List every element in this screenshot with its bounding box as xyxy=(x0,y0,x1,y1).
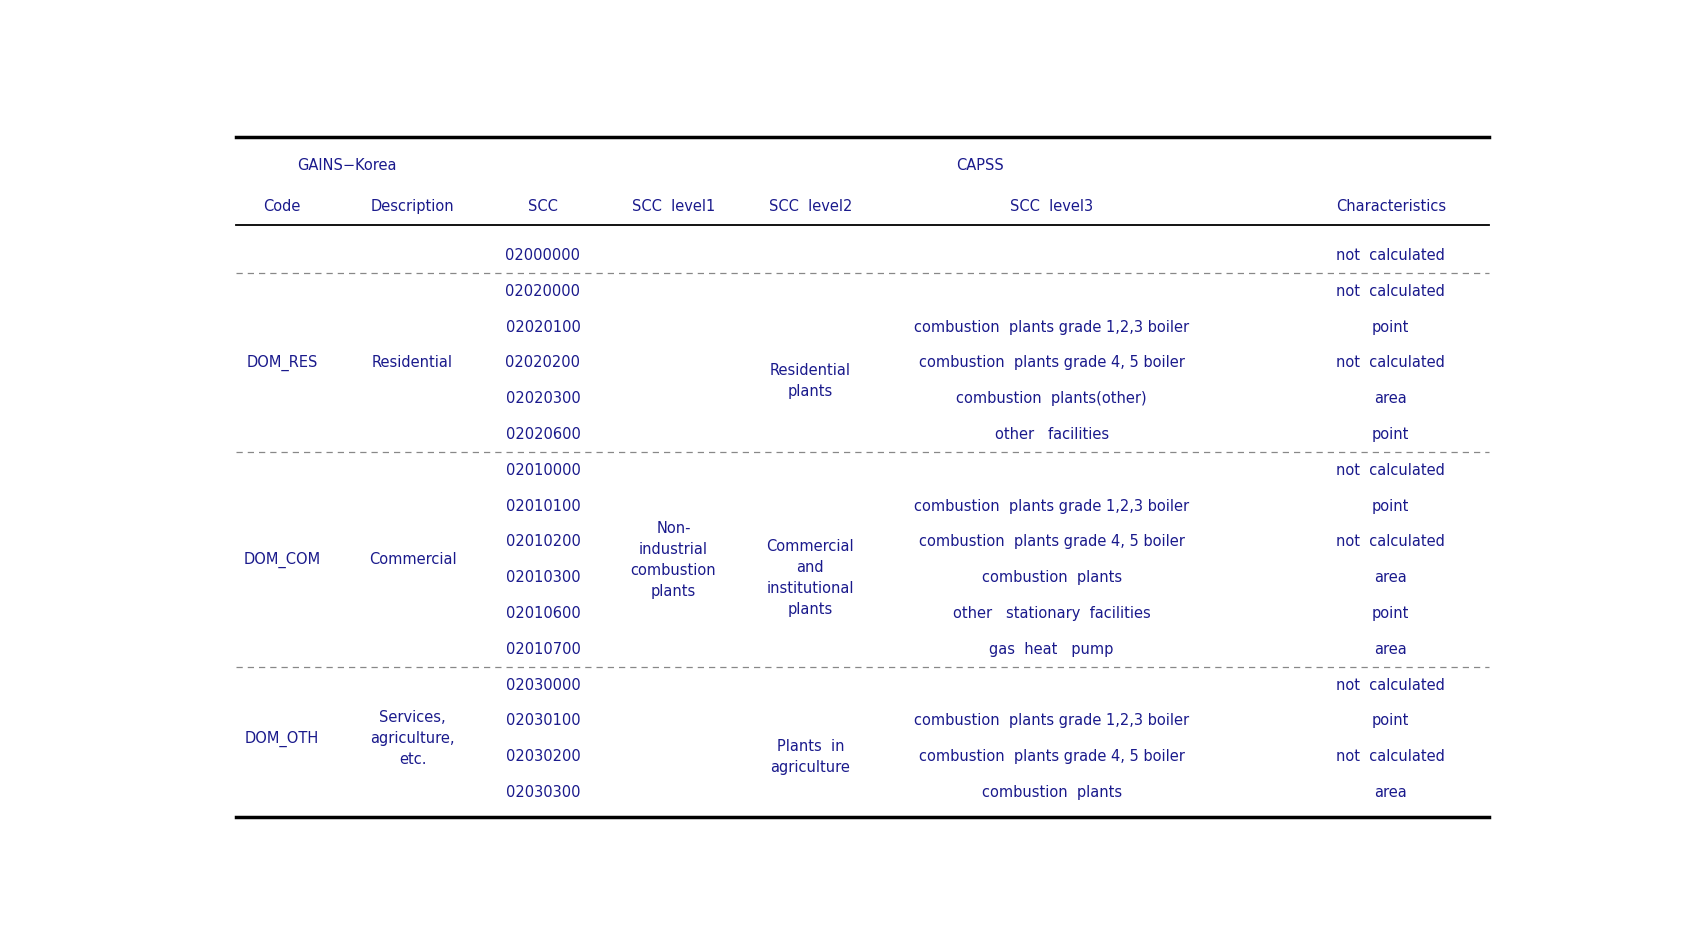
Text: point: point xyxy=(1371,714,1408,729)
Text: DOM_COM: DOM_COM xyxy=(244,551,321,568)
Text: SCC  level1: SCC level1 xyxy=(631,200,715,215)
Text: combustion  plants: combustion plants xyxy=(981,570,1122,585)
Text: Services,
agriculture,
etc.: Services, agriculture, etc. xyxy=(370,710,454,767)
Text: GAINS−Korea: GAINS−Korea xyxy=(298,159,397,174)
Text: Commercial
and
institutional
plants: Commercial and institutional plants xyxy=(765,538,854,617)
Text: 02020000: 02020000 xyxy=(505,284,580,299)
Text: combustion  plants grade 1,2,3 boiler: combustion plants grade 1,2,3 boiler xyxy=(913,320,1189,335)
Text: combustion  plants grade 1,2,3 boiler: combustion plants grade 1,2,3 boiler xyxy=(913,714,1189,729)
Text: 02020100: 02020100 xyxy=(505,320,580,335)
Text: 02030300: 02030300 xyxy=(505,785,580,800)
Text: combustion  plants(other): combustion plants(other) xyxy=(955,391,1147,406)
Text: area: area xyxy=(1374,570,1406,585)
Text: combustion  plants grade 4, 5 boiler: combustion plants grade 4, 5 boiler xyxy=(918,535,1184,550)
Text: combustion  plants grade 4, 5 boiler: combustion plants grade 4, 5 boiler xyxy=(918,749,1184,764)
Text: 02010100: 02010100 xyxy=(505,498,580,513)
Text: SCC: SCC xyxy=(528,200,558,215)
Text: DOM_RES: DOM_RES xyxy=(246,355,318,371)
Text: point: point xyxy=(1371,498,1408,513)
Text: point: point xyxy=(1371,320,1408,335)
Text: other   facilities: other facilities xyxy=(994,427,1108,442)
Text: Code: Code xyxy=(264,200,301,215)
Text: not  calculated: not calculated xyxy=(1336,463,1445,478)
Text: point: point xyxy=(1371,606,1408,621)
Text: Commercial: Commercial xyxy=(368,552,456,567)
Text: 02020200: 02020200 xyxy=(505,355,580,370)
Text: not  calculated: not calculated xyxy=(1336,284,1445,299)
Text: 02010000: 02010000 xyxy=(505,463,580,478)
Text: 02010600: 02010600 xyxy=(505,606,580,621)
Text: 02010700: 02010700 xyxy=(505,642,580,657)
Text: SCC  level2: SCC level2 xyxy=(769,200,851,215)
Text: combustion  plants: combustion plants xyxy=(981,785,1122,800)
Text: DOM_OTH: DOM_OTH xyxy=(246,731,320,746)
Text: 02020300: 02020300 xyxy=(505,391,580,406)
Text: not  calculated: not calculated xyxy=(1336,749,1445,764)
Text: Characteristics: Characteristics xyxy=(1336,200,1445,215)
Text: 02030000: 02030000 xyxy=(505,677,580,692)
Text: 02010300: 02010300 xyxy=(505,570,580,585)
Text: combustion  plants grade 1,2,3 boiler: combustion plants grade 1,2,3 boiler xyxy=(913,498,1189,513)
Text: Description: Description xyxy=(370,200,454,215)
Text: area: area xyxy=(1374,785,1406,800)
Text: Non-
industrial
combustion
plants: Non- industrial combustion plants xyxy=(631,521,717,599)
Text: combustion  plants grade 4, 5 boiler: combustion plants grade 4, 5 boiler xyxy=(918,355,1184,370)
Text: area: area xyxy=(1374,642,1406,657)
Text: not  calculated: not calculated xyxy=(1336,677,1445,692)
Text: not  calculated: not calculated xyxy=(1336,248,1445,263)
Text: not  calculated: not calculated xyxy=(1336,535,1445,550)
Text: gas  heat   pump: gas heat pump xyxy=(989,642,1113,657)
Text: Plants  in
agriculture: Plants in agriculture xyxy=(770,739,849,774)
Text: Residential: Residential xyxy=(372,355,452,370)
Text: 02000000: 02000000 xyxy=(505,248,580,263)
Text: other   stationary  facilities: other stationary facilities xyxy=(952,606,1150,621)
Text: CAPSS: CAPSS xyxy=(955,159,1002,174)
Text: area: area xyxy=(1374,391,1406,406)
Text: 02020600: 02020600 xyxy=(505,427,580,442)
Text: 02030200: 02030200 xyxy=(505,749,580,764)
Text: 02010200: 02010200 xyxy=(505,535,580,550)
Text: Residential
plants: Residential plants xyxy=(769,363,851,398)
Text: SCC  level3: SCC level3 xyxy=(1009,200,1093,215)
Text: point: point xyxy=(1371,427,1408,442)
Text: not  calculated: not calculated xyxy=(1336,355,1445,370)
Text: 02030100: 02030100 xyxy=(505,714,580,729)
